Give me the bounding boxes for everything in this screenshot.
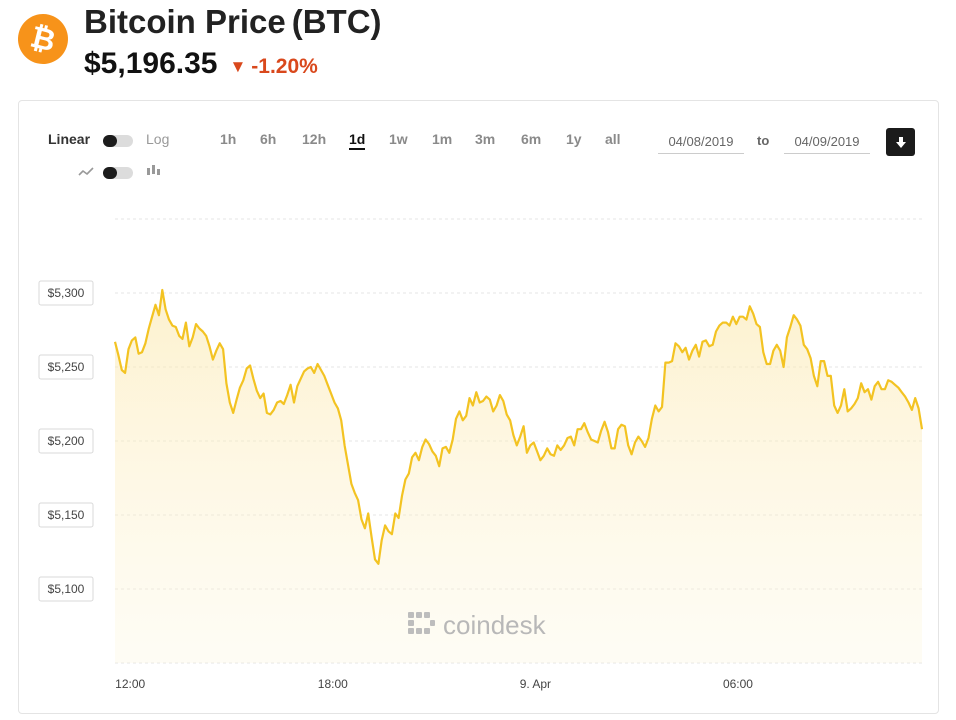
down-arrow-icon: ▼: [229, 57, 247, 76]
x-tick-label: 18:00: [318, 677, 348, 691]
date-to-label: to: [757, 133, 770, 148]
y-tick-box: [38, 502, 94, 528]
y-tick-label: $5,150: [38, 502, 94, 528]
scale-toggle-knob: [103, 135, 117, 147]
chart-style-toggle-knob: [103, 167, 117, 179]
range-1y[interactable]: 1y: [566, 131, 582, 147]
candlestick-icon[interactable]: [146, 164, 162, 178]
download-button[interactable]: [886, 128, 915, 156]
date-to-input[interactable]: [784, 130, 870, 154]
y-tick-text: $5,250: [48, 360, 85, 374]
line-chart-icon[interactable]: [78, 166, 94, 178]
scale-log-label[interactable]: Log: [146, 131, 170, 147]
download-icon: [895, 136, 906, 148]
price-area-fill: [115, 290, 922, 663]
title-ticker: (BTC): [291, 3, 382, 40]
scale-linear-label[interactable]: Linear: [48, 131, 91, 147]
title-name: Bitcoin Price: [84, 3, 286, 40]
coindesk-watermark: coindesk: [408, 610, 547, 640]
range-6h[interactable]: 6h: [260, 131, 277, 147]
range-12h[interactable]: 12h: [302, 131, 327, 147]
y-tick-text: $5,100: [48, 582, 85, 596]
y-tick-box: [38, 280, 94, 306]
range-6m[interactable]: 6m: [521, 131, 542, 147]
x-tick-label: 12:00: [115, 677, 145, 691]
y-tick-box: [38, 354, 94, 380]
range-3m[interactable]: 3m: [475, 131, 496, 147]
price-change-value: -1.20%: [251, 55, 318, 78]
price-row: $5,196.35 ▼ -1.20%: [84, 47, 318, 81]
y-axis-ticks: $5,100 $5,150 $5,200 $5,250 $5,300: [38, 280, 94, 602]
y-tick-box: [38, 428, 94, 454]
x-tick-label: 06:00: [723, 677, 753, 691]
y-tick-label: $5,250: [38, 354, 94, 380]
x-tick-label: 9. Apr: [520, 677, 551, 691]
chart-style-toggle[interactable]: [103, 167, 133, 179]
y-tick-label: $5,200: [38, 428, 94, 454]
x-axis-ticks: 12:00 18:00 9. Apr 06:00: [115, 677, 753, 691]
scale-toggle[interactable]: [103, 135, 133, 147]
y-tick-box: [38, 576, 94, 602]
y-tick-label: $5,300: [38, 280, 94, 306]
page-title: Bitcoin Price (BTC): [84, 3, 382, 41]
price-line[interactable]: [113, 288, 924, 565]
watermark-text: coindesk: [443, 610, 547, 640]
y-tick-text: $5,150: [48, 508, 85, 522]
range-1h[interactable]: 1h: [220, 131, 237, 147]
y-tick-text: $5,200: [48, 434, 85, 448]
y-tick-text: $5,300: [48, 286, 85, 300]
date-from-input[interactable]: [658, 130, 744, 154]
range-1m[interactable]: 1m: [432, 131, 453, 147]
range-all[interactable]: all: [605, 131, 621, 147]
y-tick-label: $5,100: [38, 576, 94, 602]
range-1d[interactable]: 1d: [349, 131, 366, 150]
coindesk-logo-icon: [408, 612, 435, 634]
price-change: ▼ -1.20%: [229, 55, 317, 79]
current-price: $5,196.35: [84, 47, 218, 80]
range-1w[interactable]: 1w: [389, 131, 408, 147]
